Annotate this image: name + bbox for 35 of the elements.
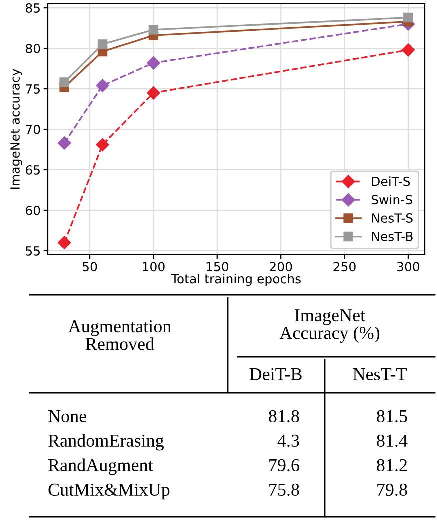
x-tick-label: 100 [143, 262, 165, 272]
x-tick-label: 150 [206, 262, 228, 272]
x-tick-label: 200 [270, 262, 292, 272]
y-tick-label: 60 [26, 206, 40, 216]
legend-label: Swin-S [372, 194, 412, 205]
category-label: DeiT-B [250, 368, 302, 381]
y-tick-label: 80 [26, 44, 40, 54]
y-tick-label: 85 [26, 4, 40, 13]
legend-label: DeiT-S [372, 176, 410, 186]
text: Augmentation Removed [68, 320, 172, 350]
text: 81.8 [269, 410, 300, 423]
x-axis-title: Total training epochs [171, 274, 301, 286]
text: ImageNet Accuracy (%) [280, 310, 380, 344]
y-tick-label: 75 [26, 84, 40, 94]
text: 4.3 [278, 434, 300, 448]
x-tick-label: 300 [397, 262, 420, 272]
y-axis-title: ImageNet accuracy [10, 69, 22, 190]
y-tick-label: 65 [26, 165, 40, 175]
category-label: RandomErasing [48, 434, 164, 451]
y-tick-label: 70 [26, 124, 40, 134]
text: 81.2 [377, 459, 408, 472]
category-label: None [48, 410, 86, 423]
x-tick-label: 50 [83, 262, 98, 272]
category-label: RandAugment [48, 458, 154, 476]
category-label: NesT-T [353, 368, 407, 381]
legend-label: NesT-S [372, 214, 413, 223]
text: 81.5 [377, 410, 408, 423]
x-tick-label: 250 [334, 262, 356, 272]
text: 81.4 [377, 434, 408, 448]
legend-label: NesT-B [372, 232, 413, 242]
text: 79.6 [270, 459, 300, 472]
text: 75.8 [270, 484, 300, 496]
category-label: CutMix&MixUp [48, 484, 170, 500]
text: 79.8 [378, 484, 408, 496]
y-tick-label: 55 [26, 246, 40, 256]
